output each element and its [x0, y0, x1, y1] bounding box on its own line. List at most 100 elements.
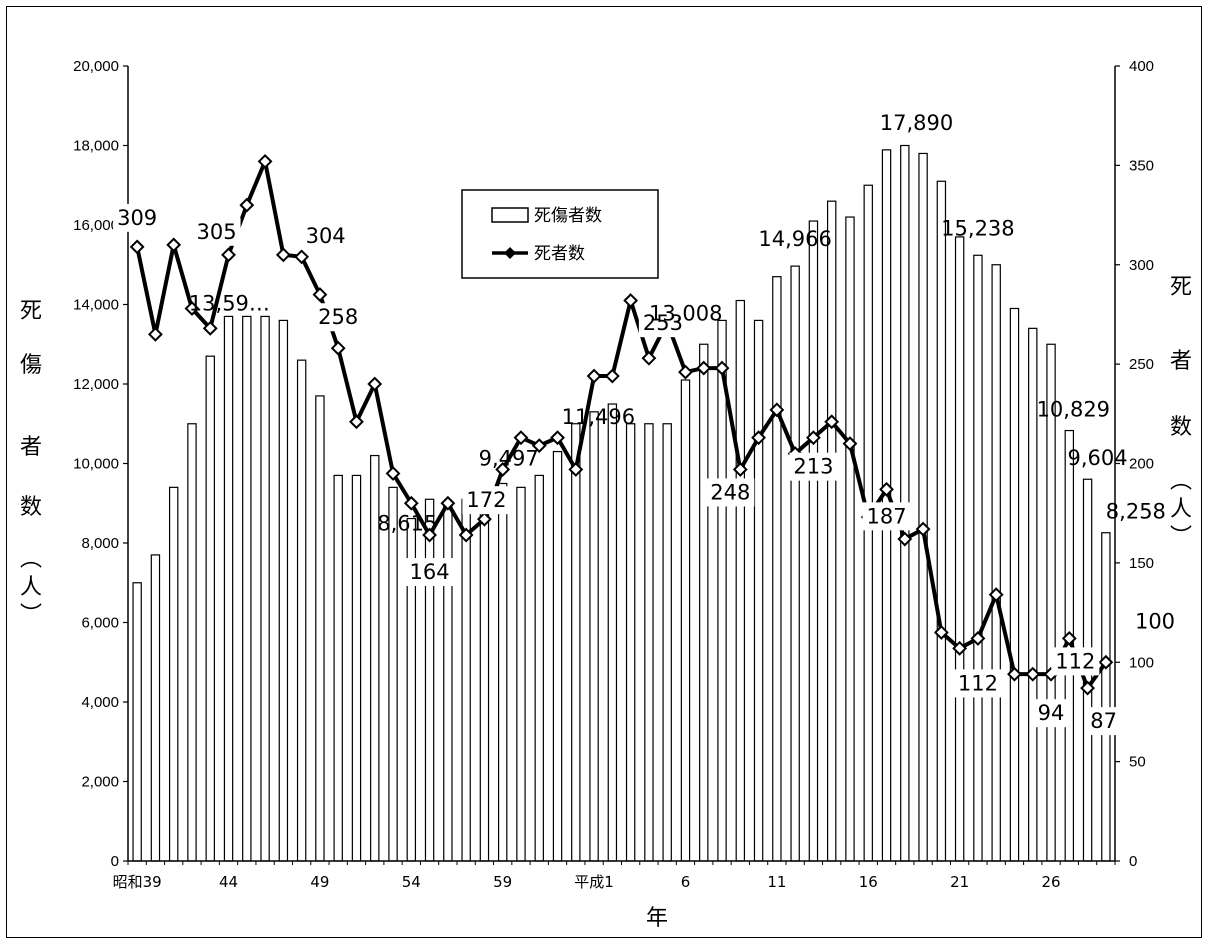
axes: 0 2,000 4,000 6,000 8,000 10,000 12,000 14,000 1…	[73, 58, 1154, 891]
deaths-point-marker	[403, 495, 419, 511]
deaths-point-marker	[1025, 666, 1041, 682]
x-tick-label: 11	[767, 873, 786, 891]
deaths-point-marker	[440, 495, 456, 511]
data-label: 9,604	[1068, 446, 1128, 470]
data-label: 248	[710, 480, 750, 504]
deaths-point-marker	[458, 527, 474, 543]
y-axis-left-title-char: ︶	[20, 603, 42, 628]
bar	[826, 200, 837, 862]
bar	[260, 315, 270, 862]
y-right-tick-label: 250	[1129, 356, 1154, 373]
data-label: 258	[318, 305, 358, 329]
data-label: 11,496	[562, 405, 635, 429]
deaths-point-marker	[294, 249, 310, 265]
bar	[1046, 343, 1056, 862]
y-axis-left-title-char: 数	[20, 495, 42, 520]
deaths-point-marker	[1061, 630, 1077, 646]
deaths-point-marker	[696, 360, 712, 376]
y-right-tick-label: 300	[1129, 257, 1154, 274]
deaths-point-marker	[202, 320, 218, 336]
y-left-tick-label: 16,000	[73, 217, 119, 234]
bar	[333, 474, 343, 862]
deaths-point-marker	[550, 430, 565, 446]
deaths-point-marker	[349, 414, 364, 430]
data-labels: 309 305 304 13,59… 258 8,615 164 9,497 172 11,496…	[113, 111, 1175, 736]
y-left-tick-label: 8,000	[81, 535, 119, 552]
bar	[644, 423, 654, 862]
legend-box	[461, 189, 659, 279]
deaths-point-marker	[221, 247, 236, 263]
data-label-background	[462, 486, 511, 515]
y-axis-right-title: 死 者 数 ︵ 人 ︶	[1170, 275, 1192, 550]
data-label: 8,615	[377, 512, 437, 536]
y-axis-left-title-char: 死	[20, 299, 42, 324]
bar	[242, 315, 252, 862]
bar	[388, 486, 398, 862]
bar	[278, 319, 289, 862]
bar	[753, 319, 764, 862]
x-tick-label: 26	[1041, 873, 1060, 891]
y-right-tick-label: 100	[1129, 654, 1154, 671]
deaths-point-marker	[166, 237, 182, 253]
data-label: 15,238	[941, 216, 1014, 240]
deaths-point-marker	[678, 364, 693, 380]
bar	[296, 359, 307, 862]
data-label-background	[862, 502, 911, 531]
bar	[552, 450, 563, 862]
bar	[973, 254, 983, 862]
bar	[954, 236, 965, 862]
deaths-point-marker	[970, 630, 986, 646]
data-label: 87	[1090, 709, 1117, 733]
y-left-tick-label: 20,000	[73, 58, 119, 75]
y-left-tick-label: 10,000	[73, 456, 119, 473]
bar	[461, 498, 471, 862]
y-right-tick-label: 200	[1129, 456, 1154, 473]
data-label: 172	[466, 488, 506, 512]
deaths-point-marker	[239, 197, 255, 213]
data-label-background	[1051, 647, 1100, 676]
bar	[845, 216, 855, 862]
data-label: 305	[196, 220, 236, 244]
data-label-background	[301, 221, 350, 250]
x-tick-label: 6	[681, 873, 691, 891]
deaths-point-marker	[714, 360, 730, 376]
deaths-point-marker	[275, 247, 291, 263]
data-label: 13,59…	[189, 291, 270, 315]
bar	[497, 482, 508, 862]
data-label: 213	[793, 455, 833, 479]
deaths-point-marker	[988, 587, 1004, 603]
deaths-point-marker	[806, 430, 821, 446]
deaths-point-marker	[531, 438, 547, 454]
legend-line-label: 死者数	[534, 244, 585, 264]
bar	[443, 502, 453, 862]
deaths-point-marker	[751, 430, 766, 446]
deaths-point-marker	[641, 350, 657, 366]
y-axis-left-title-char: 者	[20, 435, 42, 460]
y-left-tick-label: 18,000	[73, 138, 119, 155]
data-label: 164	[410, 560, 450, 584]
x-axis-title: 年	[646, 906, 668, 931]
data-label: 309	[117, 206, 157, 230]
data-label: 14,966	[758, 227, 831, 251]
bar	[772, 276, 782, 862]
bar	[699, 343, 709, 862]
data-label: 94	[1038, 701, 1065, 725]
deaths-point-marker	[1080, 680, 1095, 696]
bar	[717, 319, 727, 862]
bar	[516, 486, 526, 862]
data-label: 112	[1055, 649, 1095, 673]
data-label-background	[192, 217, 241, 246]
deaths-point-marker	[952, 640, 968, 656]
x-tick-label: 昭和39	[113, 873, 162, 891]
y-axis-left-title-char: 人	[20, 575, 42, 600]
bar	[918, 152, 928, 862]
data-label-background	[1086, 707, 1121, 736]
bar	[187, 423, 197, 862]
bar	[150, 554, 161, 862]
y-axis-right-title-char: ︶	[1170, 525, 1192, 550]
bar	[790, 265, 800, 862]
bar	[1009, 307, 1020, 862]
legend-bar-swatch	[491, 207, 529, 223]
bar	[625, 423, 636, 862]
